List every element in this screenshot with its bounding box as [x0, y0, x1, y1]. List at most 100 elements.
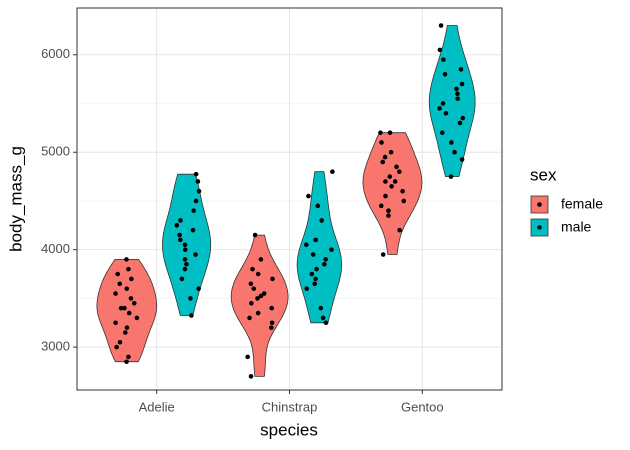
point — [255, 310, 261, 316]
point — [124, 325, 130, 330]
point — [441, 57, 446, 62]
x-tick-label: Adelie — [139, 399, 175, 414]
y-tick-label: 5000 — [41, 144, 70, 159]
violin — [296, 171, 343, 324]
point — [270, 276, 275, 282]
point — [458, 67, 464, 72]
point — [193, 252, 198, 257]
violin — [362, 132, 423, 255]
point — [452, 149, 457, 155]
point — [268, 325, 274, 330]
point — [309, 271, 315, 277]
point — [190, 227, 196, 233]
point — [378, 130, 383, 136]
point — [115, 271, 121, 277]
point — [315, 203, 321, 209]
point — [400, 188, 405, 194]
point — [252, 232, 258, 238]
point — [189, 313, 194, 318]
point — [247, 315, 252, 321]
point — [251, 286, 257, 291]
point — [313, 237, 318, 243]
point — [459, 157, 465, 162]
y-tick-label: 3000 — [41, 339, 70, 354]
point — [392, 179, 398, 184]
point — [388, 149, 394, 155]
point — [261, 291, 267, 296]
point — [248, 281, 254, 287]
point — [177, 232, 182, 238]
point — [448, 174, 454, 179]
point — [443, 110, 449, 116]
point — [174, 223, 180, 228]
point — [269, 320, 275, 326]
point — [182, 247, 188, 252]
point — [126, 354, 131, 360]
point — [383, 193, 388, 199]
point — [182, 266, 188, 272]
point — [380, 252, 386, 257]
point — [397, 227, 402, 233]
x-axis-title: species — [260, 420, 318, 439]
point — [196, 188, 202, 194]
legend-key-point — [537, 225, 542, 230]
x-tick-label: Gentoo — [401, 399, 444, 414]
point — [454, 86, 459, 92]
legend-label: male — [561, 219, 592, 235]
point — [380, 159, 386, 165]
point — [449, 140, 454, 145]
point — [455, 91, 460, 97]
point — [122, 330, 128, 335]
point — [323, 320, 329, 326]
point — [386, 213, 391, 218]
point — [113, 291, 118, 296]
point — [182, 257, 188, 262]
point — [387, 130, 393, 136]
point — [114, 344, 119, 350]
point — [437, 47, 443, 53]
point — [188, 296, 193, 301]
point — [314, 266, 319, 272]
point — [330, 169, 335, 175]
point — [382, 154, 388, 160]
point — [124, 359, 129, 365]
point — [438, 23, 444, 28]
point — [440, 101, 446, 106]
point — [117, 281, 123, 287]
point — [178, 237, 183, 243]
point — [134, 315, 140, 321]
point — [195, 179, 201, 184]
point — [322, 261, 327, 267]
point — [248, 374, 254, 379]
point — [258, 293, 264, 299]
point — [128, 296, 134, 301]
point — [191, 208, 196, 213]
point — [394, 164, 399, 170]
point — [379, 140, 384, 145]
point — [122, 305, 127, 311]
point — [131, 300, 137, 306]
point — [439, 130, 445, 136]
point — [182, 242, 188, 248]
point — [387, 174, 393, 179]
point — [319, 218, 324, 223]
point — [329, 247, 334, 252]
y-tick-label: 4000 — [41, 241, 70, 256]
point — [117, 339, 123, 345]
point — [459, 81, 465, 87]
point — [249, 300, 254, 306]
point — [460, 115, 466, 121]
point — [179, 276, 185, 282]
point — [255, 271, 261, 277]
panel-border — [76, 7, 503, 391]
y-tick-label: 6000 — [41, 46, 70, 61]
point — [323, 257, 328, 262]
point — [397, 169, 402, 175]
point — [457, 120, 463, 126]
point — [378, 203, 384, 209]
point — [306, 193, 311, 199]
point — [126, 310, 132, 316]
point — [129, 276, 134, 282]
point — [401, 198, 407, 204]
